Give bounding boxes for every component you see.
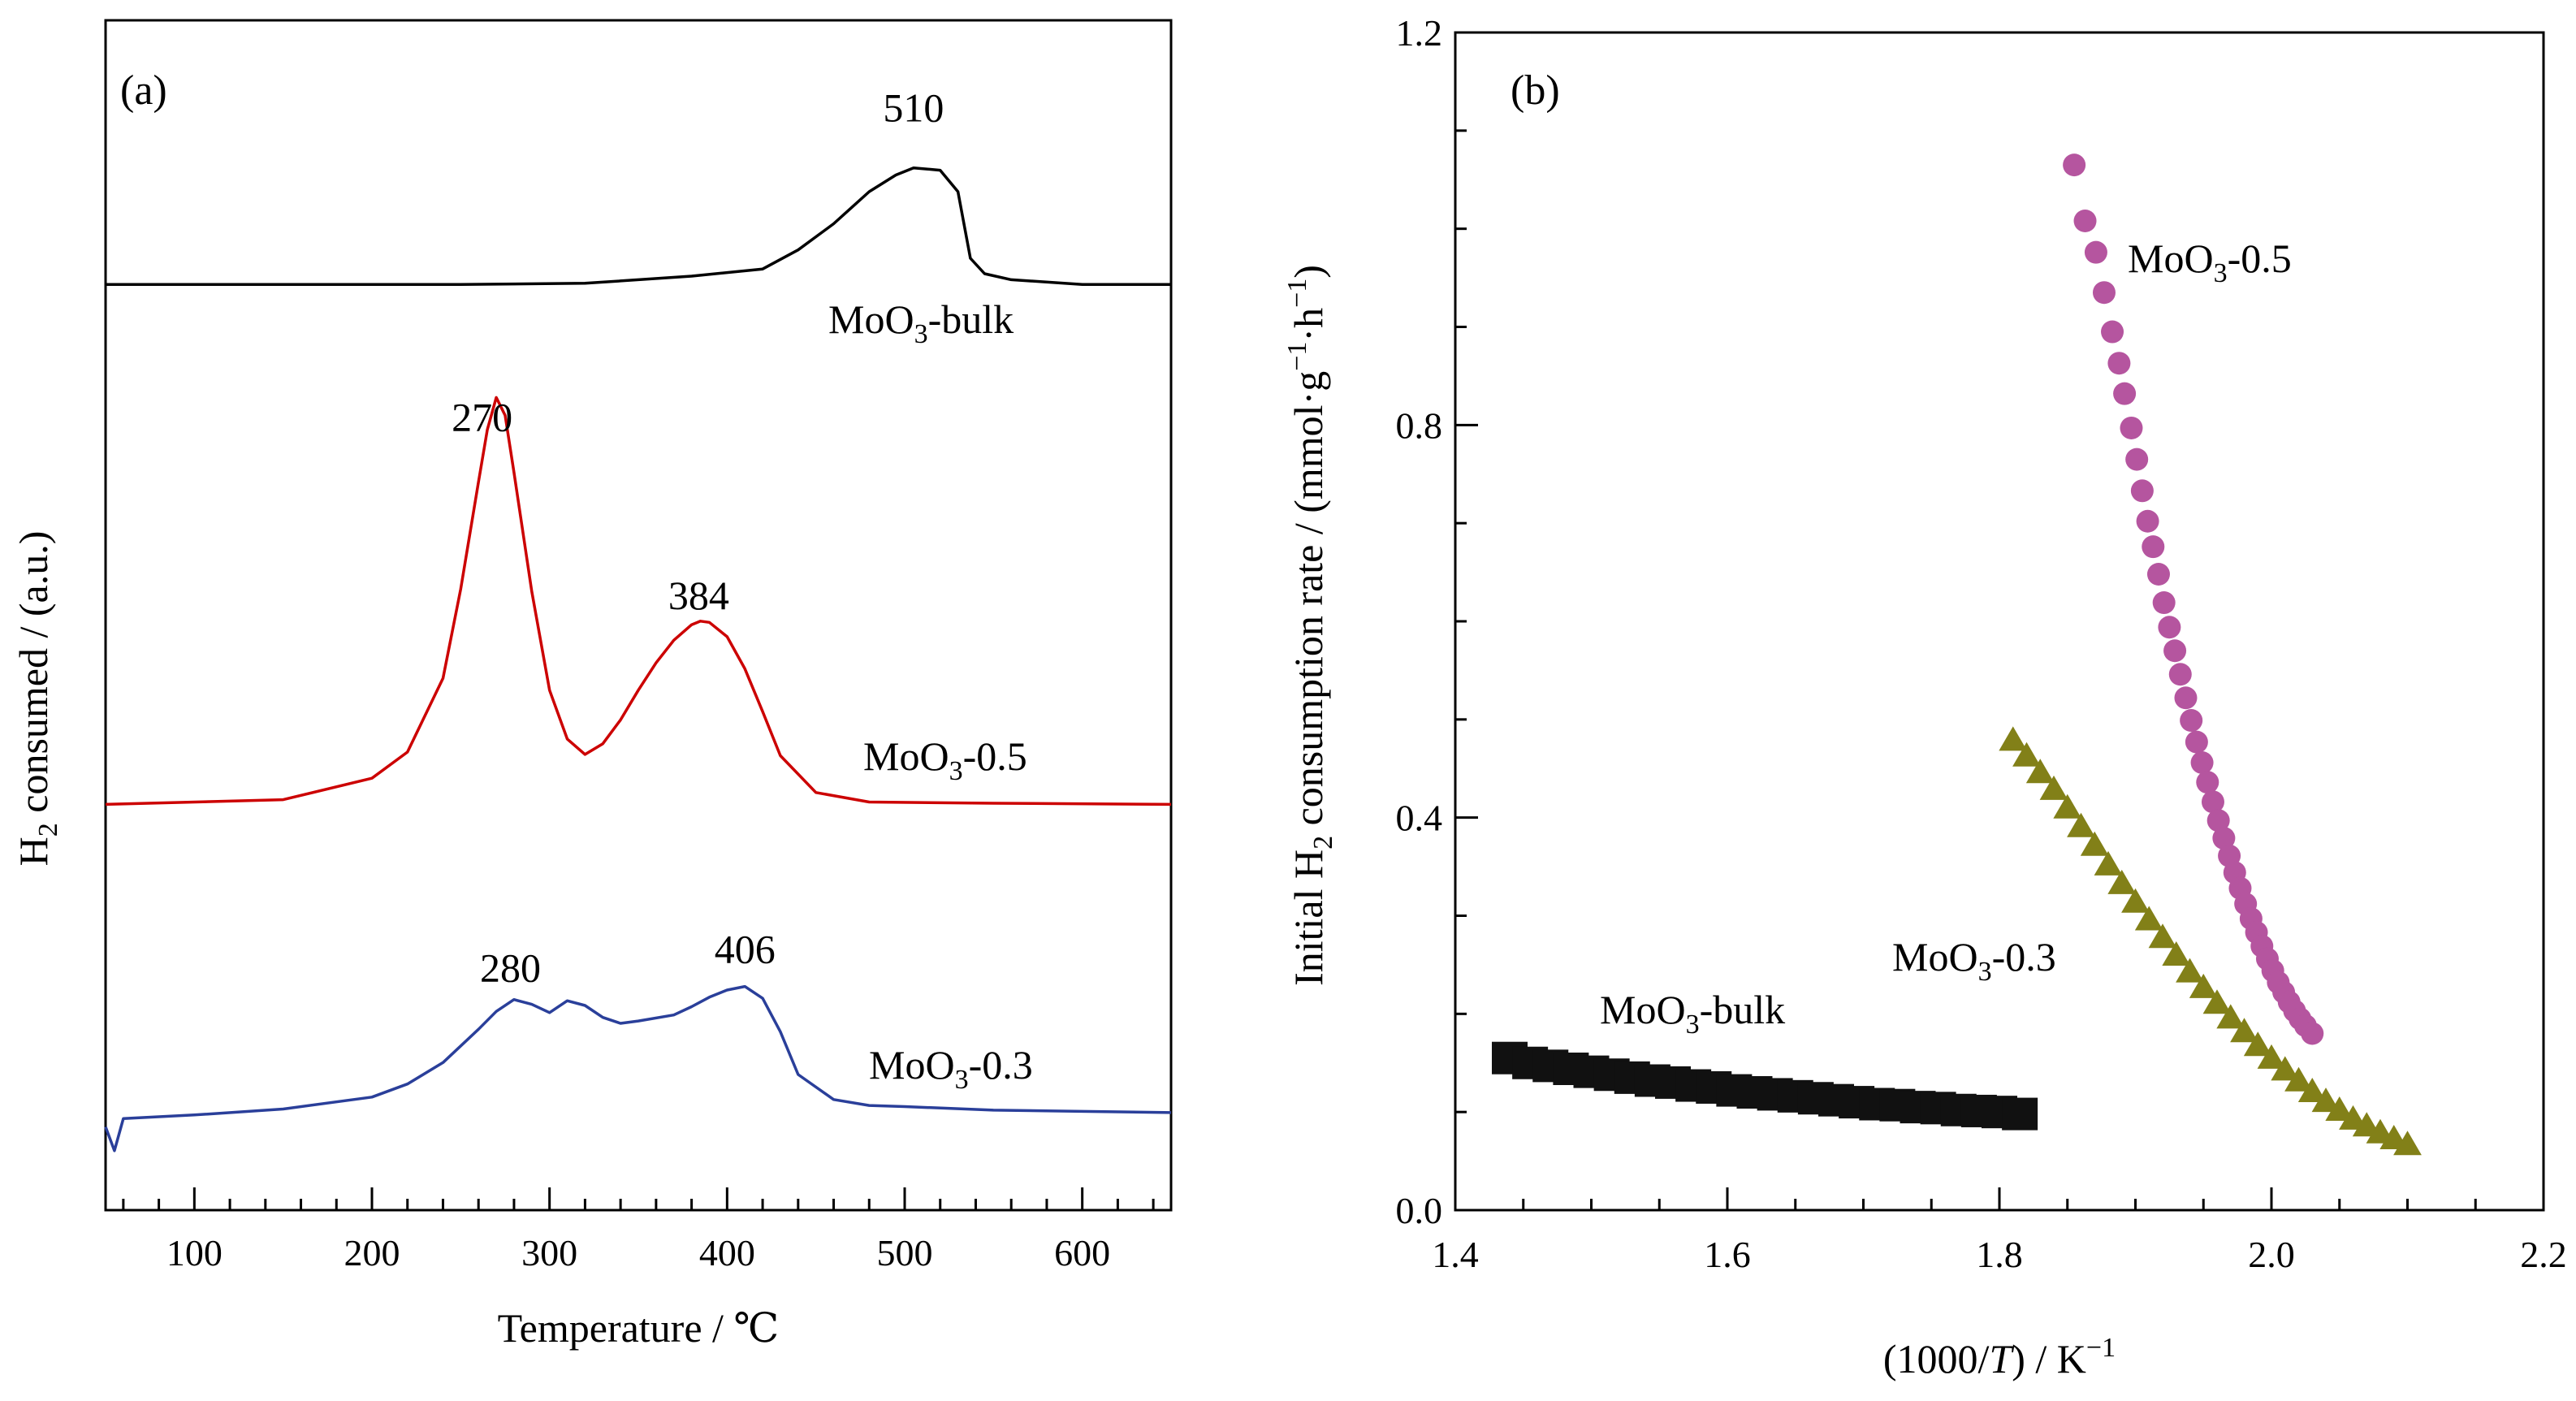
point-p05	[2152, 591, 2176, 615]
point-p03	[2176, 958, 2204, 983]
point-p05	[2063, 154, 2086, 177]
panel-b-ticks: 1.4 1.6 1.8 2.0 2.2 0.0 0.4 0.8 1.2	[1396, 12, 2567, 1275]
point-p03	[2012, 742, 2041, 767]
point-p03	[2257, 1044, 2286, 1069]
point-p03	[2162, 941, 2191, 966]
point-p03	[2311, 1088, 2340, 1113]
peak-label: 384	[668, 573, 729, 618]
peak-label: 406	[715, 926, 776, 971]
point-p03	[2202, 989, 2232, 1014]
x-tick-label-a: 500	[877, 1232, 933, 1273]
panel-a-x-ticks: 100 200 300 400 500 600	[122, 1187, 1155, 1273]
point-p03	[2121, 888, 2150, 913]
x-tick-label-b: 1.8	[1976, 1234, 2023, 1275]
series-label-bulk-a: MoO3-bulk	[828, 296, 1014, 349]
point-p05	[2301, 1022, 2324, 1045]
panel-a-tpr-chart: 100 200 300 400 500 600 510 270 384 280 406 (a) M…	[11, 19, 1173, 1351]
x-tick-label-a: 300	[521, 1232, 577, 1273]
panel-b-x-axis-title: (1000/T) / K−1	[1883, 1333, 2116, 1382]
panel-a-x-axis-title: Temperature / ℃	[498, 1305, 780, 1351]
point-p03	[2189, 973, 2218, 998]
point-p05	[2196, 771, 2219, 794]
point-p03	[2107, 869, 2137, 894]
panel-a-frame	[104, 19, 1173, 1212]
point-p05	[2168, 663, 2192, 686]
point-p05	[2107, 352, 2131, 375]
x-tick-label-a: 200	[344, 1232, 400, 1273]
point-p05	[2142, 535, 2165, 559]
point-p05	[2146, 563, 2170, 586]
x-tick-label-a: 600	[1054, 1232, 1110, 1273]
point-p03	[2216, 1004, 2245, 1029]
point-p03	[2067, 812, 2095, 837]
series-label-bulk-b: MoO3-bulk	[1600, 987, 1785, 1040]
x-tick-label-b: 2.0	[2248, 1234, 2295, 1275]
x-tick-label-a: 100	[166, 1232, 223, 1273]
series-label-p03-a: MoO3-0.3	[869, 1042, 1033, 1095]
point-p05	[2206, 809, 2230, 832]
panel-a-y-axis-title: H2 consumed / (a.u.)	[11, 531, 63, 867]
point-p05	[2101, 320, 2124, 344]
series-label-p05-b: MoO3-0.5	[2128, 236, 2292, 288]
panel-a-letter: (a)	[120, 67, 167, 114]
series-label-p05-a: MoO3-0.5	[863, 733, 1027, 786]
panel-b-points	[1492, 154, 2422, 1156]
point-p05	[2190, 751, 2214, 774]
y-tick-label-b: 1.2	[1396, 12, 1443, 54]
point-p03	[2230, 1018, 2258, 1043]
panel-b-frame	[1454, 31, 2545, 1212]
point-p05	[2163, 639, 2187, 663]
y-tick-label-b: 0.4	[1396, 798, 1443, 839]
point-p03	[2053, 793, 2082, 819]
curve-p03	[104, 984, 1172, 1152]
point-p03	[2284, 1066, 2313, 1092]
point-p05	[2174, 686, 2198, 710]
point-p05	[2158, 616, 2181, 639]
point-p05	[2125, 448, 2149, 471]
point-p05	[2136, 509, 2159, 533]
point-p03	[2325, 1096, 2354, 1121]
curve-p05	[105, 396, 1172, 806]
peak-label: 510	[883, 85, 944, 131]
series-label-p03-b: MoO3-0.3	[1892, 934, 2056, 987]
panel-b-y-axis-title: Initial H2 consumption rate / (mmol·g−1·…	[1282, 265, 1338, 986]
point-p03	[2080, 831, 2109, 856]
point-p05	[2092, 281, 2116, 305]
panel-a-curves	[104, 166, 1172, 1152]
x-tick-label-a: 400	[699, 1232, 755, 1273]
point-p05	[2201, 790, 2224, 814]
x-tick-label-b: 1.6	[1704, 1234, 1751, 1275]
point-p03	[2243, 1031, 2272, 1057]
point-p03	[2271, 1056, 2300, 1081]
point-p03	[2134, 906, 2163, 931]
point-p03	[2148, 923, 2177, 949]
point-p03	[1999, 726, 2028, 751]
point-p03	[2025, 759, 2055, 784]
point-bulk	[2002, 1097, 2038, 1131]
point-p03	[2297, 1078, 2327, 1102]
point-p05	[2180, 709, 2203, 733]
point-p03	[2039, 775, 2068, 800]
x-tick-label-b: 1.4	[1432, 1234, 1479, 1275]
point-p03	[2393, 1131, 2422, 1156]
point-p05	[2120, 416, 2143, 439]
curve-bulk	[106, 166, 1171, 286]
point-p05	[2073, 210, 2097, 232]
point-p03	[2094, 850, 2123, 876]
point-p05	[2185, 730, 2208, 754]
y-tick-label-b: 0.0	[1396, 1190, 1443, 1231]
y-tick-label-b: 0.8	[1396, 404, 1443, 446]
panel-b-letter: (b)	[1511, 67, 1560, 114]
panel-a-peak-labels: 510 270 384 280 406	[452, 85, 944, 991]
point-p05	[2084, 240, 2107, 264]
peak-label: 270	[452, 394, 512, 439]
panel-b-rate-chart: 1.4 1.6 1.8 2.0 2.2 0.0 0.4 0.8 1.2 (b) MoO3-0.5…	[1282, 12, 2567, 1382]
peak-label: 280	[480, 945, 541, 991]
point-p05	[2130, 479, 2154, 503]
point-p05	[2212, 827, 2236, 850]
point-p05	[2113, 382, 2137, 405]
x-tick-label-b: 2.2	[2520, 1234, 2567, 1275]
